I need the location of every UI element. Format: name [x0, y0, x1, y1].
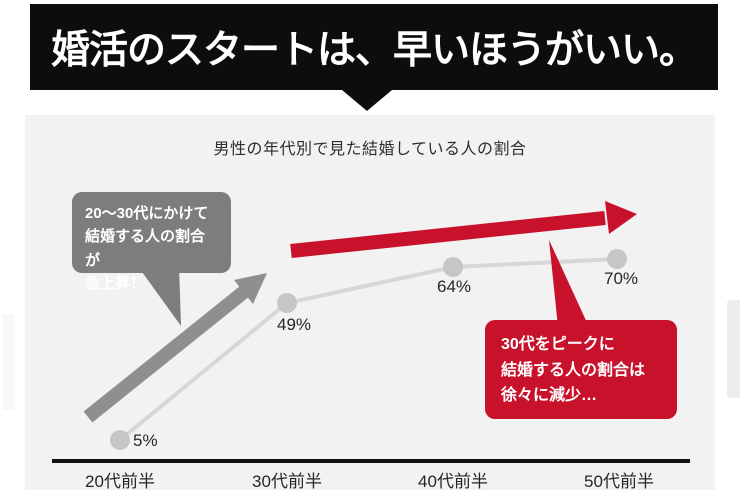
data-point-50s [607, 249, 627, 269]
chart-title: 男性の年代別で見た結婚している人の割合 [213, 141, 527, 158]
chart-panel: 男性の年代別で見た結婚している人の割合 20〜30代にかけて 結婚する人の割合が… [25, 115, 715, 490]
callout-decline-line-3: 徐々に減少… [501, 387, 598, 405]
data-label-40s: 64% [437, 277, 472, 296]
callout-decline-line-2: 結婚する人の割合は [501, 361, 646, 379]
data-point-20s [110, 430, 130, 450]
banner-pointer-triangle [342, 90, 392, 111]
trend-line [118, 257, 618, 442]
peak-arrow-shaft [290, 211, 606, 258]
callout-gradual-decline: 30代をピークに 結婚する人の割合は 徐々に減少… [485, 320, 677, 419]
rise-arrow-head [234, 273, 267, 304]
chart-canvas [52, 201, 690, 463]
data-label-20s: 5% [133, 431, 158, 450]
data-label-50s: 70% [604, 269, 639, 288]
rise-arrow-shaft [83, 285, 250, 423]
data-label-30s: 49% [277, 315, 312, 334]
right-page-edge [727, 300, 740, 398]
callout-rise-line-2: 結婚する人の割合が [85, 228, 206, 269]
headline-banner: 婚活のスタートは、早いほうがいい。 [30, 4, 718, 90]
x-axis-label-40s: 40代前半 [418, 472, 488, 490]
headline-title: 婚活のスタートは、早いほうがいい。 [50, 29, 698, 72]
left-page-edge [3, 314, 15, 410]
x-axis-label-50s: 50代前半 [584, 472, 654, 490]
data-point-30s [277, 293, 297, 313]
callout-rapid-rise: 20〜30代にかけて 結婚する人の割合が 急上昇！ [72, 192, 231, 292]
rise-callout-tail [137, 265, 181, 326]
callout-rise-line-3: 急上昇！ [85, 274, 146, 292]
peak-arrow-head [605, 201, 637, 234]
callout-rise-line-1: 20〜30代にかけて [85, 205, 209, 222]
decline-callout-tail [549, 240, 589, 327]
data-point-40s [443, 257, 463, 277]
x-axis-label-20s: 20代前半 [85, 472, 155, 490]
x-axis-label-30s: 30代前半 [252, 472, 322, 490]
callout-decline-line-1: 30代をピークに [501, 336, 615, 353]
